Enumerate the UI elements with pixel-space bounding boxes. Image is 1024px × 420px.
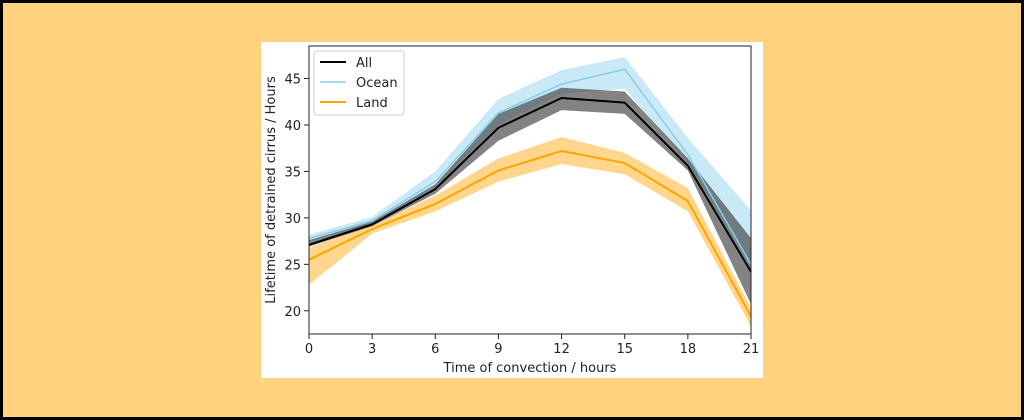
y-tick-label: 30 [284,212,301,227]
y-axis-ticks: 20 25 30 35 40 45 [284,73,309,320]
x-tick-label: 15 [616,342,633,357]
x-tick-label: 9 [494,342,502,357]
y-axis-label: Lifetime of detrained cirrus / Hours [264,76,279,304]
legend-label-ocean: Ocean [356,76,398,91]
series-lines [308,68,752,317]
x-axis-ticks: 0 3 6 9 12 15 18 21 [305,334,759,357]
y-tick-label: 45 [284,73,301,88]
legend-box [313,50,405,116]
x-tick-label: 18 [680,342,697,357]
y-tick-label: 35 [284,165,301,180]
x-tick-label: 6 [431,342,439,357]
x-tick-label: 0 [305,342,313,357]
ocean-series-line [308,68,752,265]
y-tick-label: 25 [284,258,301,273]
land-series-line [308,149,752,317]
y-tick-label: 40 [284,119,301,134]
plot-frame [308,45,752,335]
x-tick-label: 3 [368,342,376,357]
x-axis-label: Time of convection / hours [443,361,617,376]
x-tick-label: 12 [553,342,570,357]
all-series-line [308,97,752,273]
legend: All Ocean Land [313,50,405,116]
x-tick-label: 21 [743,342,760,357]
legend-label-all: All [356,56,372,71]
y-tick-label: 20 [284,305,301,320]
legend-label-land: Land [356,96,388,111]
